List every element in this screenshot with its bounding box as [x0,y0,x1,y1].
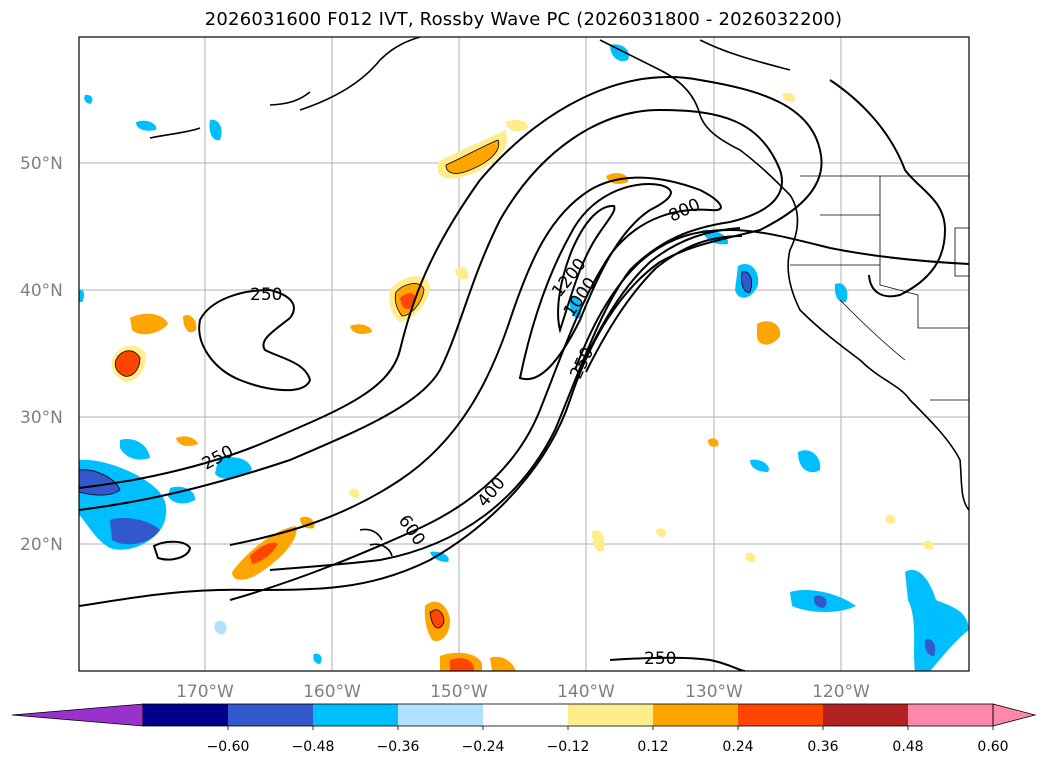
plot-area: 250 250 600 400 800 1200 1000 250 250 [79,37,969,671]
colorbar-extend-low [11,703,144,727]
lon-label: 140°W [557,682,615,702]
borders [790,175,969,401]
colorbar-tick-label: −0.12 [547,739,590,755]
colorbar-segment [823,704,908,726]
ivt-contours [79,76,969,671]
colorbar-segment [228,704,313,726]
lon-label: 160°W [303,682,361,702]
colorbar-tick-label: 0.36 [807,739,838,755]
colorbar-tick-label: 0.24 [722,739,753,755]
colorbar-tick-label: −0.60 [207,739,250,755]
colorbar-segment [908,704,993,726]
colorbar-tick-label: −0.24 [462,739,505,755]
lon-label: 150°W [430,682,488,702]
colorbar-segment [398,704,483,726]
plot-frame [78,36,970,672]
colorbar-segment [313,704,398,726]
coastlines [149,37,969,557]
colorbar-segment [568,704,653,726]
colorbar-segment [483,704,568,726]
lat-label: 20°N [20,535,63,555]
longitude-labels: 170°W 160°W 150°W 140°W 130°W 120°W [176,682,870,702]
lat-label: 40°N [20,281,63,301]
positive-anomaly-shading [111,92,934,671]
contour-label-250: 250 [250,285,282,305]
lon-label: 130°W [685,682,743,702]
latitude-labels: 50°N 40°N 30°N 20°N [20,154,63,555]
colorbar-extend-high [992,703,1037,727]
lat-label: 50°N [20,154,63,174]
contour-label-250: 250 [644,649,676,669]
thin-contours [79,139,752,629]
colorbar-segment [653,704,738,726]
lon-label: 170°W [176,682,234,702]
lat-label: 30°N [20,408,63,428]
colorbar-segment [738,704,823,726]
colorbar-tick-label: 0.48 [892,739,923,755]
lon-label: 120°W [812,682,870,702]
gridlines [79,37,969,671]
colorbar-tick-label: 0.12 [637,739,668,755]
colorbar-segment [143,704,228,726]
colorbar-tick-label: −0.48 [292,739,335,755]
colorbar-tick-label: 0.60 [977,739,1008,755]
negative-anomaly-shading [79,44,969,671]
colorbar-tick-label: −0.36 [377,739,420,755]
map-title: 2026031600 F012 IVT, Rossby Wave PC (202… [204,9,843,30]
colorbar: −0.60 −0.48 −0.36 −0.24 −0.12 0.12 0.24 0.36 0.4… [11,703,1037,755]
